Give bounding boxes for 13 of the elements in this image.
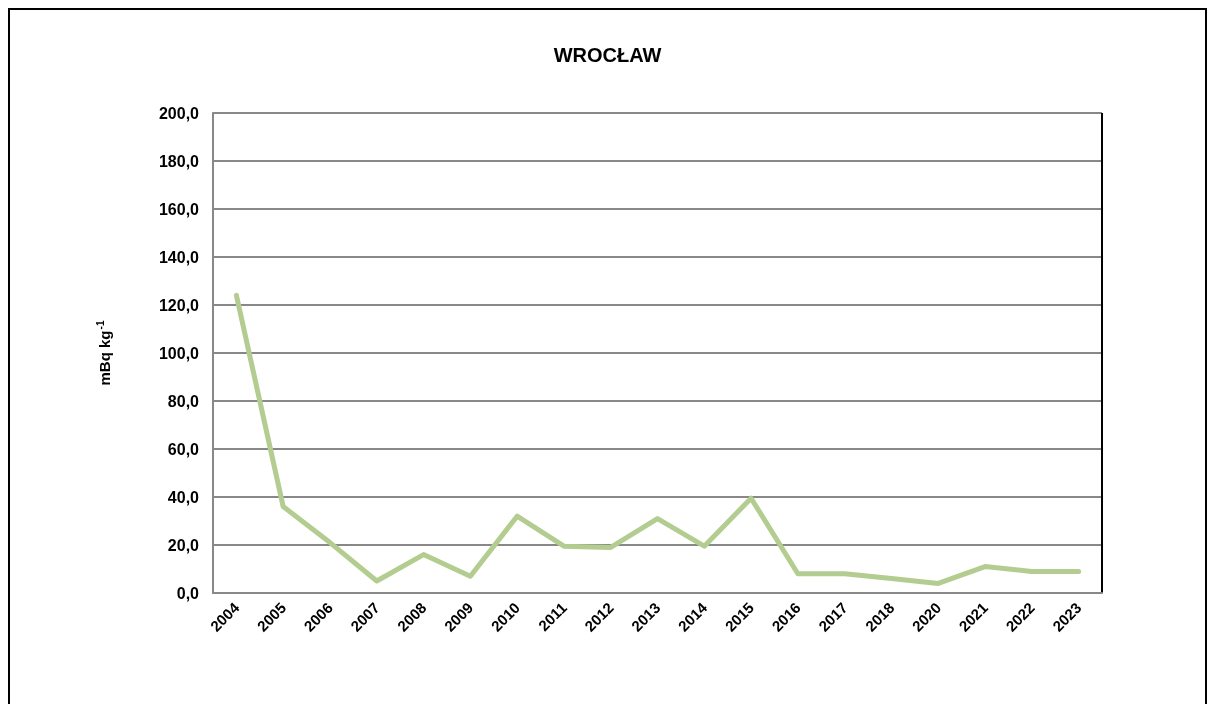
y-tick-label: 120,0: [158, 296, 200, 314]
y-tick-label: 60,0: [167, 440, 200, 458]
y-tick-label: 100,0: [158, 344, 200, 362]
y-tick-label: 20,0: [167, 536, 200, 554]
y-tick-label: 40,0: [167, 488, 200, 506]
chart-title: WROCŁAW: [553, 44, 662, 66]
y-tick-label: 200,0: [158, 104, 200, 122]
y-axis-title: mBq kg-1: [94, 320, 113, 386]
y-tick-label: 180,0: [158, 152, 200, 170]
y-tick-label: 0,0: [176, 584, 200, 602]
y-tick-label: 140,0: [158, 248, 200, 266]
y-tick-label: 80,0: [167, 392, 200, 410]
y-tick-label: 160,0: [158, 200, 200, 218]
